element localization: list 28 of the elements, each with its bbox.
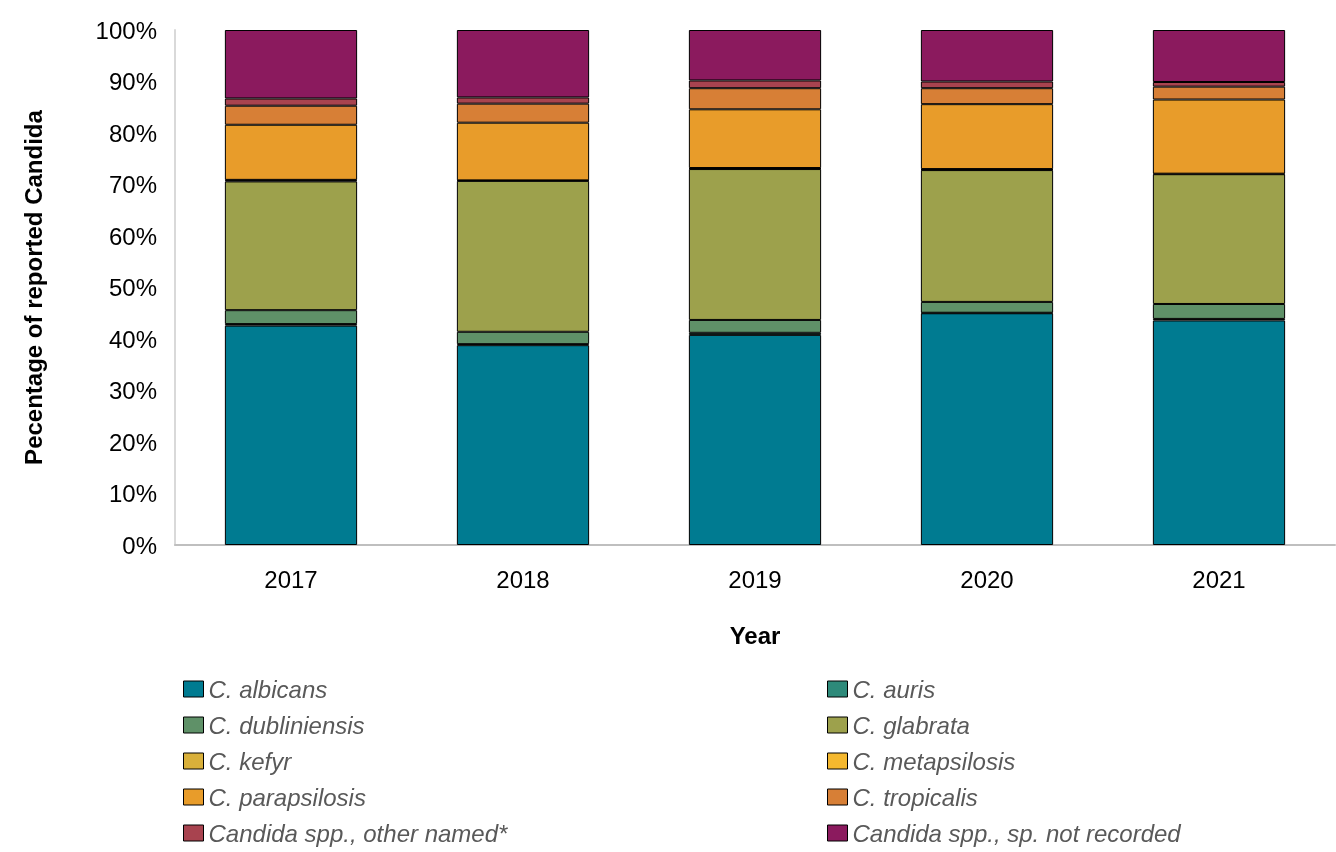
- y-tick-label: 30%: [108, 377, 157, 404]
- x-tick-label: 2019: [728, 565, 782, 593]
- legend-label: C. metapsilosis: [852, 747, 1016, 775]
- legend-label: C. parapsilosis: [208, 783, 366, 811]
- y-tick-label: 60%: [108, 222, 157, 250]
- y-tick-label: 0%: [122, 531, 157, 559]
- y-tick-label: 20%: [108, 428, 157, 456]
- y-tick-label: 40%: [108, 325, 157, 353]
- legend-label: C. dubliniensis: [208, 711, 365, 739]
- x-tick-label: 2017: [264, 565, 318, 593]
- x-axis-title: Year: [729, 621, 781, 649]
- x-tick-label: 2018: [496, 565, 550, 593]
- y-tick-label: 90%: [108, 68, 157, 95]
- y-tick-label: 100%: [95, 16, 157, 44]
- x-tick-label: 2021: [1192, 565, 1246, 593]
- y-tick-label: 70%: [108, 171, 157, 198]
- y-tick-label: 80%: [108, 119, 157, 147]
- legend-label: C. auris: [852, 675, 936, 703]
- legend-label: Candida spp., other named*: [208, 819, 509, 847]
- y-tick-label: 10%: [108, 480, 157, 507]
- legend-label: C. albicans: [208, 675, 328, 703]
- y-tick-label: 50%: [108, 274, 157, 301]
- legend-label: Candida spp., sp. not recorded: [852, 819, 1182, 847]
- legend-label: C. glabrata: [852, 711, 970, 739]
- legend-label: C. tropicalis: [852, 783, 978, 811]
- y-axis-title: Pecentage of reported Candida: [19, 109, 47, 465]
- legend-label: C. kefyr: [208, 747, 293, 775]
- x-tick-label: 2020: [960, 565, 1014, 593]
